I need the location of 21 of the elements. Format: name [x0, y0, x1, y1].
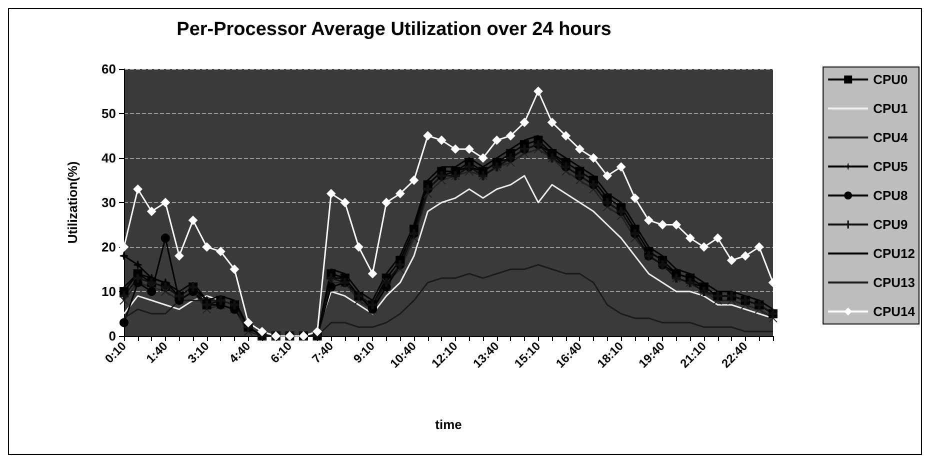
y-tick-label: 50: [102, 106, 116, 121]
legend-label: CPU1: [873, 101, 908, 116]
legend-label: CPU14: [873, 304, 916, 319]
x-tick-label: 7:40: [309, 338, 336, 366]
y-tick-label: 10: [102, 284, 116, 299]
y-tick-label: 0: [108, 328, 116, 344]
legend-label: CPU12: [873, 246, 916, 261]
y-tick-label: 20: [102, 240, 116, 254]
legend-label: CPU4: [873, 130, 909, 145]
legend-label: CPU13: [873, 275, 916, 290]
legend-label: CPU8: [873, 188, 908, 203]
x-axis-title: time: [435, 417, 462, 432]
y-axis-title: Utilization(%): [65, 161, 80, 244]
chart-title: Per-Processor Average Utilization over 24 hours: [176, 19, 612, 40]
y-tick-label: 60: [102, 62, 116, 76]
legend-label: CPU9: [873, 217, 908, 232]
legend-label: CPU0: [873, 72, 908, 87]
y-tick-label: 40: [102, 150, 116, 166]
x-tick-label: 6:10: [268, 338, 295, 366]
y-tick-label: 30: [102, 195, 116, 210]
legend-label: CPU5: [873, 159, 908, 174]
